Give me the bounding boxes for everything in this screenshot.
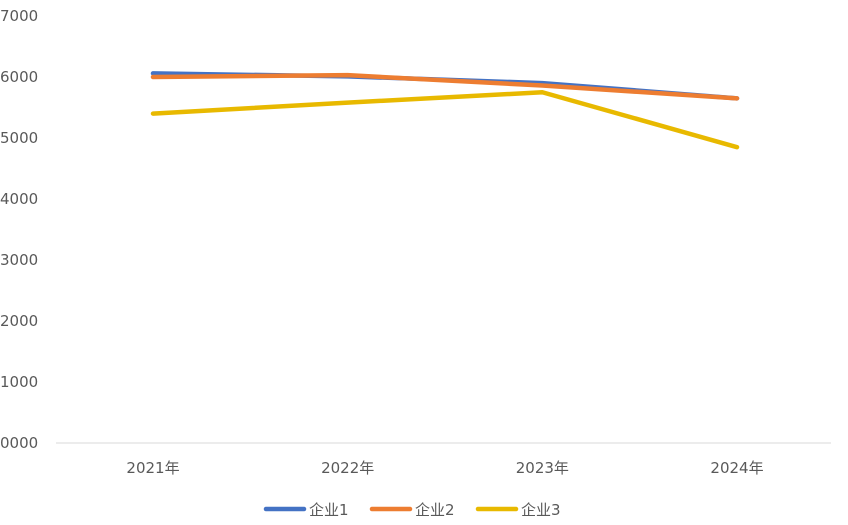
x-tick-label: 2021年	[126, 459, 179, 477]
y-tick-label: 4000	[0, 190, 38, 208]
series-line-2	[150, 72, 740, 101]
legend-label-3: 企业3	[521, 501, 561, 519]
x-tick-label: 2023年	[516, 459, 569, 477]
y-tick-label: 1000	[0, 373, 38, 391]
legend-label-2: 企业2	[415, 501, 455, 519]
x-tick-label: 2024年	[710, 459, 763, 477]
legend-label-1: 企业1	[309, 501, 349, 519]
series-line-3	[150, 90, 740, 150]
y-tick-label: 3000	[0, 251, 38, 269]
y-tick-label: 6000	[0, 68, 38, 86]
y-tick-label: 7000	[0, 7, 38, 25]
y-tick-label: 0000	[0, 434, 38, 452]
y-axis-ticks: 0000 1000 2000 3000 4000 5000 6000 7000	[0, 7, 38, 452]
y-tick-label: 5000	[0, 129, 38, 147]
x-axis-ticks: 2021年 2022年 2023年 2024年	[126, 459, 763, 477]
legend: 企业1 企业2 企业3	[263, 501, 561, 519]
series-lines	[150, 71, 740, 150]
x-tick-label: 2022年	[321, 459, 374, 477]
y-tick-label: 2000	[0, 312, 38, 330]
